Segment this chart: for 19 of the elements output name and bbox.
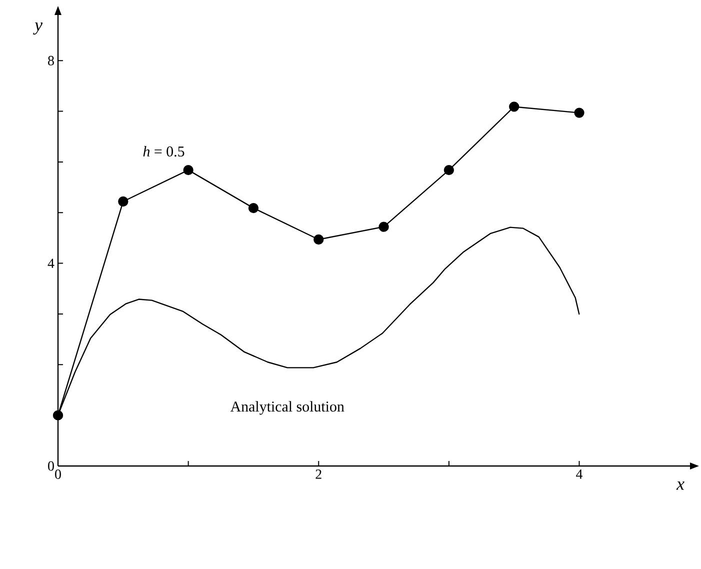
x-tick-label: 2 xyxy=(316,470,322,479)
point xyxy=(444,164,454,176)
x-tick-label: 0 xyxy=(55,470,61,479)
point xyxy=(509,102,520,112)
point xyxy=(248,202,259,214)
point xyxy=(183,164,194,176)
y-tick-label: 4 xyxy=(48,258,54,268)
point xyxy=(52,410,64,420)
point xyxy=(378,222,389,232)
x-axis-title: x xyxy=(676,481,684,490)
x-tick-label: 4 xyxy=(576,470,583,479)
point xyxy=(314,234,324,245)
series-label: h = 0.5 xyxy=(143,146,184,157)
y-axis-title: y xyxy=(33,22,43,35)
point xyxy=(118,196,128,207)
text: Analytical solution xyxy=(230,401,344,415)
point xyxy=(574,108,584,118)
y-tick-label: 8 xyxy=(48,56,54,66)
y-tick-label: 0 xyxy=(48,461,54,471)
